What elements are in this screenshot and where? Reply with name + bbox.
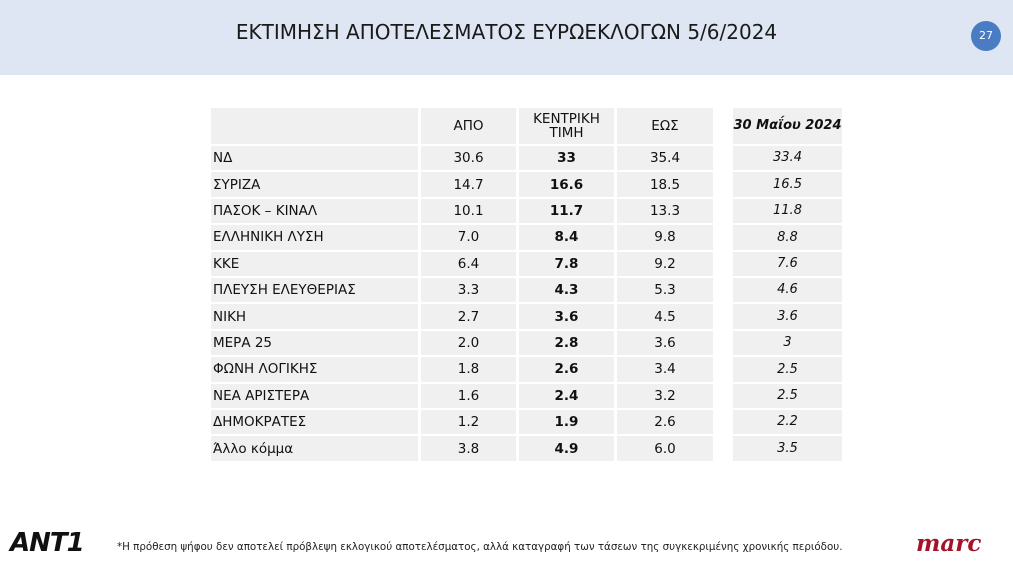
title: ΕΚΤΙΜΗΣΗ ΑΠΟΤΕΛΕΣΜΑΤΟΣ ΕΥΡΩΕΚΛΟΓΩΝ 5/6/2…: [235, 20, 778, 44]
table-cell: 9.8: [617, 225, 713, 250]
table-cell: 33: [519, 146, 614, 171]
comparison-cell: 8.8: [733, 225, 842, 250]
table-cell: 11.7: [519, 198, 614, 224]
table-cell: 13.3: [617, 198, 713, 224]
comparison-cell: 2.2: [733, 410, 842, 435]
table-cell: 3.6: [519, 304, 614, 329]
table-cell: 9.2: [617, 251, 713, 276]
table-cell: 4.9: [519, 436, 614, 461]
table-cell: 1.6: [421, 383, 516, 408]
party-name: ΠΛΕΥΣΗ ΕΛΕΥΘΕΡΙΑΣ: [211, 278, 418, 303]
comparison-cell: 16.5: [733, 172, 842, 197]
table-cell: 2.8: [519, 330, 614, 356]
column-header: ΕΩΣ: [617, 108, 713, 144]
comparison-cell: 4.6: [733, 278, 842, 303]
table-cell: 2.7: [421, 304, 516, 329]
header-band: [0, 0, 1013, 75]
page-number: 27: [971, 21, 1001, 51]
table-cell: 6.0: [617, 436, 713, 461]
table-cell: 4.5: [617, 304, 713, 329]
party-name: ΚΚΕ: [211, 251, 418, 276]
table-cell: 8.4: [519, 225, 614, 250]
table-cell: 1.8: [421, 357, 516, 382]
comparison-cell: 3.5: [733, 436, 842, 461]
table-cell: 3.6: [617, 330, 713, 356]
table-cell: 18.5: [617, 172, 713, 197]
table-cell: 4.3: [519, 278, 614, 303]
comparison-cell: 3.6: [733, 304, 842, 329]
comparison-cell: 7.6: [733, 251, 842, 276]
party-name: ΣΥΡΙΖΑ: [211, 172, 418, 197]
party-name: ΝΔ: [211, 146, 418, 171]
footnote: *Η πρόθεση ψήφου δεν αποτελεί πρόβλεψη ε…: [117, 541, 843, 553]
party-name: Άλλο κόμμα: [211, 436, 418, 461]
table-cell: 2.6: [519, 357, 614, 382]
table-cell: 2.6: [617, 410, 713, 435]
table-cell: 1.2: [421, 410, 516, 435]
party-name: ΝΕΑ ΑΡΙΣΤΕΡΑ: [211, 383, 418, 408]
party-name: ΔΗΜΟΚΡΑΤΕΣ: [211, 410, 418, 435]
comparison-cell: 2.5: [733, 357, 842, 382]
table-cell: 3.3: [421, 278, 516, 303]
table-cell: 14.7: [421, 172, 516, 197]
party-name: ΜΕΡΑ 25: [211, 330, 418, 356]
table-cell: 35.4: [617, 146, 713, 171]
table-cell: 7.8: [519, 251, 614, 276]
right-logo: marc: [916, 530, 982, 557]
table-cell: 16.6: [519, 172, 614, 197]
table-cell: 6.4: [421, 251, 516, 276]
table-cell: 3.2: [617, 383, 713, 408]
table-cell: 3.4: [617, 357, 713, 382]
comparison-cell: 33.4: [733, 146, 842, 171]
party-name: ΠΑΣΟΚ – ΚΙΝΑΛ: [211, 198, 418, 224]
comparison-cell: 2.5: [733, 383, 842, 408]
table-cell: 2.4: [519, 383, 614, 408]
party-name: ΕΛΛΗΝΙΚΗ ΛΥΣΗ: [211, 225, 418, 250]
comparison-cell: 3: [733, 330, 842, 356]
table-cell: 10.1: [421, 198, 516, 224]
table-cell: 1.9: [519, 410, 614, 435]
column-header: ΑΠΟ: [421, 108, 516, 144]
table-cell: 3.8: [421, 436, 516, 461]
comparison-header: 30 Μαΐου 2024: [733, 108, 842, 144]
comparison-cell: 11.8: [733, 198, 842, 224]
column-header: ΚΕΝΤΡΙΚΗ ΤΙΜΗ: [519, 108, 614, 144]
header-blank: [211, 108, 418, 144]
party-name: ΦΩΝΗ ΛΟΓΙΚΗΣ: [211, 357, 418, 382]
left-logo: ANT1: [10, 528, 85, 558]
table-cell: 2.0: [421, 330, 516, 356]
table-cell: 5.3: [617, 278, 713, 303]
table-cell: 30.6: [421, 146, 516, 171]
party-name: ΝΙΚΗ: [211, 304, 418, 329]
table-cell: 7.0: [421, 225, 516, 250]
